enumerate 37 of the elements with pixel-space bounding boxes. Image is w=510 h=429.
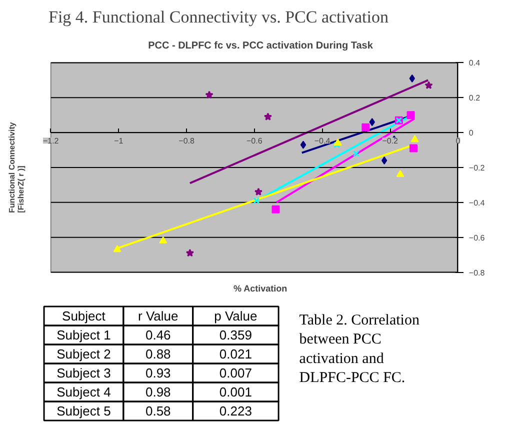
text: Subject 1 — [56, 328, 111, 342]
y-tick-label: −0.2 — [468, 164, 486, 172]
text: 0.007 — [219, 366, 252, 380]
x-tick-label: 0 — [456, 136, 461, 146]
text: Subject 4 — [56, 384, 111, 400]
text: 0.359 — [219, 328, 252, 342]
chart-subtitle: PCC - DLPFC fc vs. PCC activation During Task — [148, 40, 374, 52]
y-tick-label: −0.4 — [468, 198, 486, 208]
y-tick-label: 0.2 — [468, 94, 481, 103]
text: 0.223 — [219, 404, 252, 418]
text: p Value — [214, 308, 258, 324]
text: 0.001 — [219, 384, 252, 400]
y-axis-title: Functional Connectivity [FisherZ( r )] — [8, 122, 26, 213]
text: 0.021 — [219, 346, 252, 362]
y-tick-label: 0 — [468, 128, 474, 138]
chart-title: Fig 4. Functional Connectivity vs. PCC activation — [48, 8, 389, 26]
y-tick-label: −0.6 — [468, 233, 486, 242]
text: 0.98 — [145, 384, 171, 400]
y-tick-label: 0.4 — [468, 58, 481, 68]
text: Subject 2 — [56, 346, 111, 362]
text: Subject 5 — [56, 404, 111, 418]
text: Subject — [62, 308, 106, 324]
x-axis-title: % Activation — [233, 284, 288, 294]
x-tick-label: −0.6 — [246, 136, 263, 146]
text: 0.88 — [145, 346, 171, 362]
text: r Value — [138, 308, 178, 324]
text: 0.46 — [145, 328, 171, 342]
x-tick-label: −1 — [114, 136, 124, 146]
text: 0.58 — [145, 404, 171, 418]
text: Subject 3 — [56, 366, 111, 380]
caption: Table 2. Correlation between PCC activation and DLPFC-PCC FC. — [299, 312, 420, 386]
y-tick-label: −0.8 — [468, 268, 486, 278]
x-tick-label: −0.2 — [382, 136, 399, 146]
x-tick-label: −0.8 — [178, 136, 195, 146]
text: 0.93 — [145, 366, 171, 380]
x-tick-label: −1.2 — [42, 136, 60, 146]
x-tick-label: −0.4 — [314, 136, 331, 146]
